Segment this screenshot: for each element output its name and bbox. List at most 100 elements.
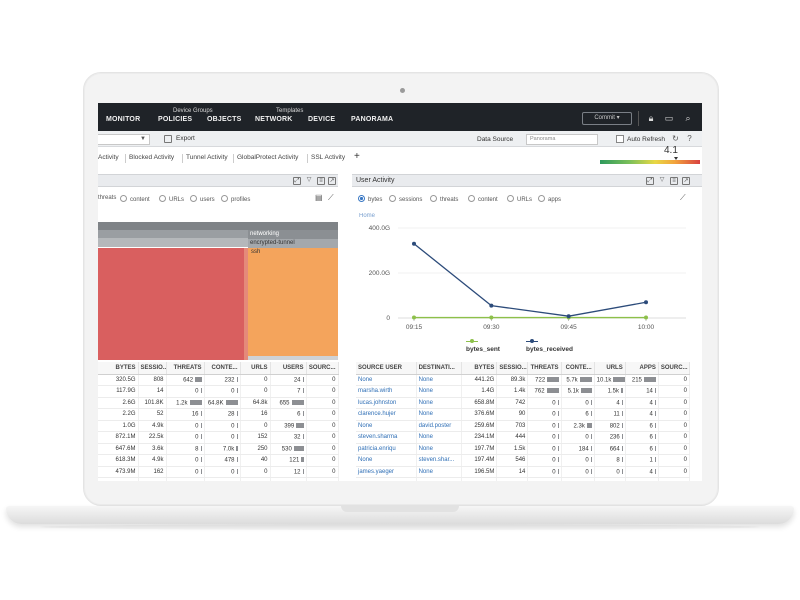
table-cell[interactable]: None [416,397,463,409]
column-header[interactable]: CONTE... [561,362,595,375]
table-cell[interactable]: None [416,374,463,386]
tab-ssl-activity[interactable]: SSL Activity [311,154,346,161]
commit-button[interactable]: Commit ▾ [582,112,632,125]
data-point[interactable] [644,315,648,320]
table-cell[interactable]: None [416,466,463,478]
table-row[interactable]: 320.5G 808 642 232 0 24 0 [98,374,339,386]
table-icon[interactable]: ≡ [317,177,325,185]
home-breadcrumb[interactable]: Home [359,213,376,219]
table-row[interactable]: 1.0G 4.9k 0 0 0 399 0 [98,420,339,432]
table-row[interactable]: james.yaeger None 196.5M 14 0 0 0 4 0 [356,466,691,478]
data-point[interactable] [489,303,494,308]
table-cell[interactable]: steven.shar... [416,454,463,467]
treemap-tile-networking[interactable]: networking [248,230,338,239]
column-header[interactable]: BYTES [461,362,498,375]
table-cell[interactable]: None [416,385,463,398]
treemap-tile-misc[interactable] [248,356,338,360]
context-select[interactable]: ▼ [98,134,150,145]
tab-panorama[interactable]: PANORAMA [351,116,394,123]
treemap-tile-small[interactable] [244,248,248,360]
treemap-tile-encrypted-tunnel[interactable]: encrypted-tunnel [248,239,338,248]
treemap-tile-ssh[interactable]: ssh [248,248,338,356]
treemap-tile-web[interactable] [98,248,244,360]
lock-icon[interactable]: 🔒︎ [648,113,654,123]
export-button[interactable]: Export [176,135,195,142]
column-header[interactable]: SOURC... [658,362,691,375]
folder-icon[interactable]: ▭ [664,113,674,123]
auto-refresh-checkbox[interactable] [616,135,624,143]
column-header[interactable]: CONTE... [204,362,241,375]
table-cell[interactable]: james.yaeger [356,466,417,478]
table-cell[interactable]: david.poster [416,420,463,432]
tab-blocked-activity[interactable]: Blocked Activity [129,154,175,161]
tab-activity[interactable]: Activity [98,154,119,161]
column-header[interactable]: URLS [240,362,271,375]
export-icon[interactable] [164,135,172,143]
table-row[interactable]: None None 441.2G 89.3k 722 5.7k 10.1k 215 0 [356,374,691,386]
table-row[interactable]: steven.sharma None 234.1M 444 0 0 236 6 0 [356,431,691,444]
table-cell[interactable]: patricia.enriqu [356,443,417,455]
filter-icon[interactable]: ▽ [306,177,312,183]
table-cell[interactable]: clarence.hujer [356,408,417,421]
table-cell[interactable] [416,477,463,481]
column-header[interactable]: SOURC... [306,362,339,375]
radio-apps[interactable]: apps [538,195,561,203]
tab-tunnel-activity[interactable]: Tunnel Activity [186,154,228,161]
column-header[interactable]: URLS [594,362,626,375]
tab-objects[interactable]: OBJECTS [207,116,242,123]
table-row[interactable]: lucas.johnston None 658.8M 742 0 0 4 4 0 [356,397,691,409]
column-header[interactable]: BYTES [98,362,139,375]
legend-item[interactable]: bytes_sent [466,339,500,353]
table-row[interactable] [356,477,691,481]
chart-view-icon[interactable]: ⟋ [680,193,686,202]
refresh-icon[interactable]: ↻ [672,134,679,143]
table-row[interactable] [98,477,339,481]
grid-view-icon[interactable]: ▤ [315,193,323,202]
table-cell[interactable]: None [356,454,417,467]
data-point[interactable] [412,315,416,320]
column-header[interactable]: USERS [270,362,307,375]
tab-device[interactable]: DEVICE [308,116,336,123]
filter-icon[interactable]: ▽ [659,177,665,183]
table-cell[interactable]: steven.sharma [356,431,417,444]
table-row[interactable]: None david.poster 259.6M 703 0 2.3k 802 6 0 [356,420,691,432]
data-point[interactable] [489,315,494,320]
table-cell[interactable]: None [356,420,417,432]
maximize-icon[interactable]: ⤢ [293,177,301,185]
column-header[interactable]: THREATS [527,362,562,375]
table-row[interactable]: clarence.hujer None 376.6M 90 0 6 11 4 0 [356,408,691,421]
data-source-select[interactable]: Panorama [526,134,598,145]
tab-policies[interactable]: POLICIES [158,116,193,123]
table-row[interactable]: 872.1M 22.5k 0 0 152 32 0 [98,431,339,444]
column-header[interactable]: DESTINATI... [416,362,463,375]
table-row[interactable]: 647.6M 3.6k 8 7.0k 250 530 0 [98,443,339,455]
radio-threats[interactable]: threats [430,195,458,203]
search-icon[interactable]: ⌕ [685,113,691,123]
maximize-icon[interactable]: ⤢ [646,177,654,185]
radio-urls[interactable]: URLs [507,195,532,203]
table-row[interactable]: 117.9G 14 0 0 0 7 0 [98,385,339,398]
table-icon[interactable]: ≡ [670,177,678,185]
column-header[interactable]: SESSIO... [496,362,529,375]
table-row[interactable]: 2.6G 101.8K 1.2k 64.8K 64.8k 655 0 [98,397,339,409]
table-cell[interactable]: lucas.johnston [356,397,417,409]
table-cell[interactable]: marsha.wirth [356,385,417,398]
radio-sessions[interactable]: sessions [389,195,422,203]
column-header[interactable]: THREATS [166,362,205,375]
column-header[interactable]: SESSIO... [138,362,167,375]
radio-content[interactable]: content [468,195,498,203]
column-header[interactable]: APPS [625,362,659,375]
radio-urls[interactable]: URLs [159,195,184,203]
table-cell[interactable] [356,477,417,481]
radio-content[interactable]: content [120,195,150,203]
radio-users[interactable]: users [190,195,215,203]
table-cell[interactable]: None [416,443,463,455]
add-tab-button[interactable]: + [354,151,360,162]
table-row[interactable]: 2.2G 52 16 28 16 6 0 [98,408,339,421]
table-row[interactable]: 618.3M 4.9k 0 478 40 121 0 [98,454,339,467]
table-row[interactable]: None steven.shar... 197.4M 546 0 0 8 1 0 [356,454,691,467]
data-point[interactable] [412,241,416,246]
export-pdf-icon[interactable]: ↗ [682,177,690,185]
data-point[interactable] [566,314,571,319]
radio-bytes[interactable]: bytes [358,195,382,203]
